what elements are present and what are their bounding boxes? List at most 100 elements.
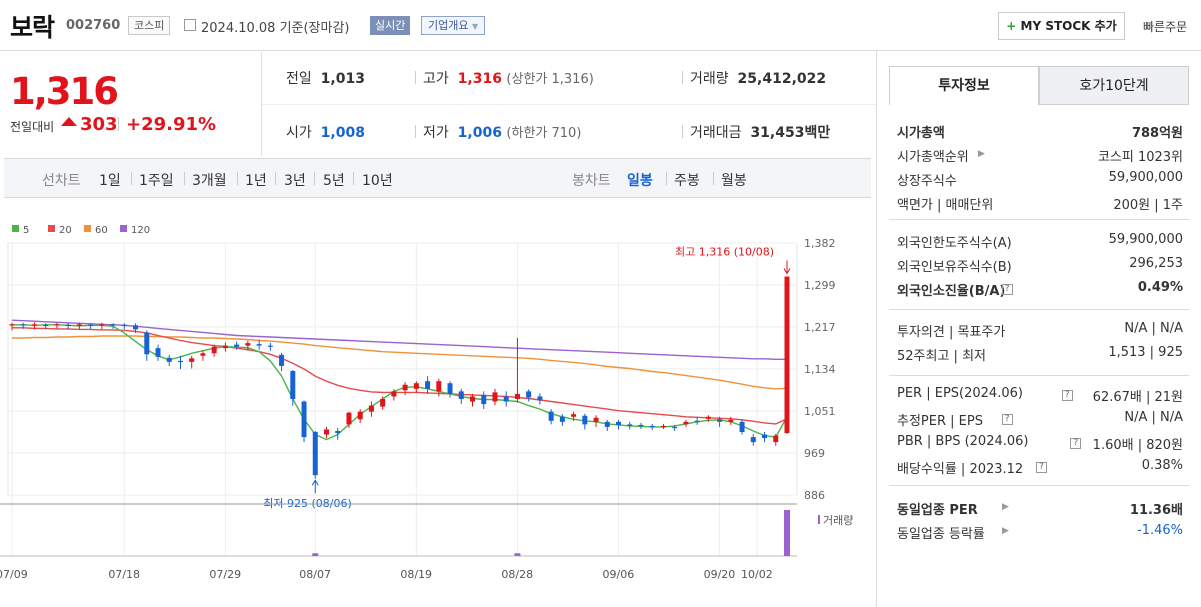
- change-separator: [118, 117, 119, 131]
- tab-orderbook[interactable]: 호가10단계: [1039, 66, 1189, 105]
- arrow-right-icon[interactable]: ▶: [1002, 502, 1009, 512]
- candle-body: [380, 398, 386, 407]
- open-label: 시가: [286, 125, 312, 141]
- candle-body: [436, 381, 442, 392]
- arrow-right-icon[interactable]: ▶: [1002, 526, 1009, 536]
- help-icon[interactable]: ?: [1001, 414, 1013, 425]
- tab-separator: [275, 172, 276, 185]
- period-1d[interactable]: 1일: [99, 173, 121, 189]
- period-10y[interactable]: 10년: [362, 173, 393, 189]
- high-limit: (상한가 1,316): [506, 72, 594, 87]
- company-overview-dropdown[interactable]: 기업개요 ▼: [421, 16, 486, 35]
- moving-average-ma20: [12, 327, 788, 425]
- info-row[interactable]: 동일업종 등락률 ▶ -1.46%: [897, 523, 1183, 546]
- mystock-add-button[interactable]: + MY STOCK 추가: [998, 12, 1125, 40]
- info-value: 296,253: [1129, 256, 1183, 271]
- info-key: 액면가 | 매매단위: [897, 198, 994, 213]
- info-key: 상장주식수: [897, 174, 957, 189]
- help-icon[interactable]: ?: [1070, 438, 1082, 449]
- price-chart[interactable]: 1,382 1,299 1,217 1,134 1,051 969 886 07/09 07/1…: [0, 215, 876, 607]
- candle-body: [481, 394, 487, 405]
- candle-body: [571, 414, 577, 417]
- candle-body: [245, 343, 251, 346]
- candle-body: [514, 393, 520, 399]
- quick-order-link[interactable]: 빠른주문: [1143, 20, 1188, 34]
- open-value: 1,008: [320, 125, 365, 141]
- y-tick-label: 1,051: [804, 405, 836, 418]
- trade-amount: 거래대금 31,453백만: [690, 122, 830, 142]
- chevron-down-icon: ▼: [471, 22, 479, 31]
- info-key: 52주최고 | 최저: [897, 349, 986, 364]
- tab-invest-info[interactable]: 투자정보: [889, 66, 1039, 105]
- info-key: 시가총액순위: [897, 150, 969, 165]
- x-tick-label: 09/20: [704, 568, 736, 581]
- column-divider: [876, 50, 877, 607]
- low-arrow-head-icon: [311, 479, 319, 486]
- info-key: 동일업종 PER: [897, 503, 978, 518]
- candle-body: [672, 426, 678, 429]
- info-row[interactable]: PBR | BPS (2024.06)? 1.60배 | 820원: [897, 434, 1183, 457]
- amount-value: 31,453: [750, 125, 805, 141]
- help-icon[interactable]: ?: [1061, 390, 1073, 401]
- info-value: 200원 | 1주: [1113, 198, 1183, 213]
- info-row[interactable]: 배당수익률 | 2023.12? 0.38%: [897, 458, 1183, 481]
- period-5y[interactable]: 5년: [323, 173, 345, 189]
- info-key: 외국인보유주식수(B): [897, 260, 1012, 275]
- x-tick-label: 08/28: [501, 568, 533, 581]
- info-row[interactable]: 동일업종 PER ▶ 11.36배: [897, 499, 1183, 522]
- volume-label: 거래량: [690, 71, 729, 87]
- info-row[interactable]: PER | EPS(2024.06)? 62.67배 | 21원: [897, 386, 1183, 409]
- volume-legend-label: 거래량: [823, 514, 853, 527]
- candle-body: [559, 416, 565, 422]
- info-value: 59,900,000: [1108, 170, 1183, 185]
- info-row[interactable]: 시가총액순위 ▶ 코스피 1023위: [897, 146, 1183, 169]
- invest-info-panel: 투자정보 호가10단계 시가총액 788억원 시가총액순위 ▶ 코스피 1023위 상장주…: [889, 66, 1189, 550]
- info-row[interactable]: 추정PER | EPS? N/A | N/A: [897, 410, 1183, 433]
- info-row[interactable]: 외국인소진율(B/A)? 0.49%: [897, 280, 1183, 303]
- period-3m[interactable]: 3개월: [192, 173, 227, 189]
- y-tick-label: 969: [804, 447, 825, 460]
- period-1y[interactable]: 1년: [245, 173, 267, 189]
- candle-body: [166, 357, 172, 362]
- volume-bar: [312, 553, 319, 556]
- candle-body: [717, 419, 723, 422]
- candle-body: [627, 424, 633, 426]
- candle-body: [144, 332, 150, 355]
- info-value: N/A | N/A: [1124, 410, 1183, 425]
- candle-monthly[interactable]: 월봉: [721, 173, 747, 189]
- info-row: 52주최고 | 최저 1,513 | 925: [897, 345, 1183, 368]
- candle-body: [279, 354, 285, 366]
- moving-average-ma60: [12, 335, 788, 390]
- candle-body: [155, 348, 161, 357]
- period-1w[interactable]: 1주일: [139, 173, 174, 189]
- help-icon[interactable]: ?: [1001, 284, 1013, 295]
- info-key: 외국인한도주식수(A): [897, 236, 1012, 251]
- tab-separator: [184, 172, 185, 185]
- y-tick-label: 1,382: [804, 237, 836, 250]
- legend-swatch: [120, 225, 127, 232]
- open-price: 시가 1,008: [286, 122, 365, 142]
- info-value: 코스피 1023위: [1097, 150, 1183, 165]
- change-percent: +29.91%: [126, 114, 217, 135]
- info-value: 0.38%: [1141, 458, 1183, 473]
- volume-legend-swatch: [818, 515, 820, 524]
- help-icon[interactable]: ?: [1036, 462, 1047, 473]
- candle-body: [705, 416, 711, 419]
- candle-weekly[interactable]: 주봉: [674, 173, 700, 189]
- y-tick-label: 1,299: [804, 279, 836, 292]
- period-3y[interactable]: 3년: [284, 173, 306, 189]
- candle-body: [54, 324, 60, 326]
- x-tick-label: 08/07: [299, 568, 331, 581]
- candle-body: [425, 381, 431, 389]
- candle-daily[interactable]: 일봉: [627, 173, 653, 189]
- info-value: 11.36배: [1129, 503, 1183, 518]
- info-value: 1.60배 | 820원: [1092, 438, 1183, 453]
- candle-body: [256, 344, 262, 346]
- realtime-button[interactable]: 실시간: [370, 16, 411, 35]
- candle-body: [211, 346, 217, 354]
- info-key: 동일업종 등락률: [897, 527, 985, 542]
- candle-body: [593, 417, 599, 422]
- info-row: 액면가 | 매매단위 200원 | 1주: [897, 194, 1183, 217]
- arrow-right-icon[interactable]: ▶: [978, 149, 985, 159]
- x-tick-label: 10/02: [741, 568, 773, 581]
